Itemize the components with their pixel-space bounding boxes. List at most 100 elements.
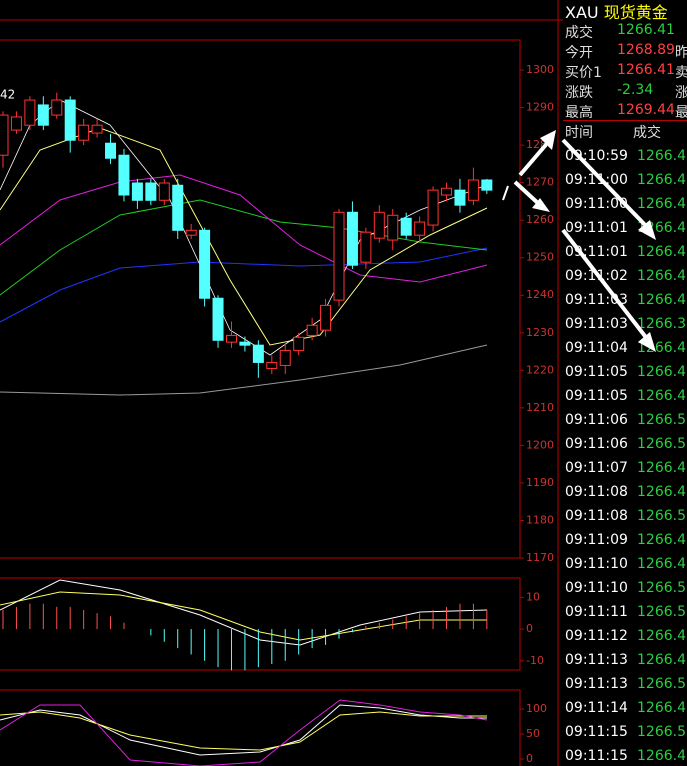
tick-price: 1266.4 [637,148,686,164]
candle-body [320,304,332,331]
tick-time: 09:11:01 [565,220,628,236]
candle-body [266,361,278,369]
quote-extra: 卖 [675,65,687,81]
candle-body [131,182,143,201]
y-tick-label: 1200 [526,438,554,451]
candle-body [279,349,291,366]
tick-price: 1266.5 [637,508,686,524]
candle-body [481,179,493,191]
tick-time: 09:11:13 [565,676,628,692]
ma-line [0,247,488,323]
tick-time: 09:11:02 [565,268,628,284]
quote-label: 涨跌 [565,85,593,101]
y-tick-label: 1290 [526,101,554,114]
quote-value: -2.34 [617,82,654,98]
candle-body [239,341,251,346]
tick-price: 1266.4 [637,196,686,212]
quote-extra: 昨 [675,45,687,61]
macd-line [0,591,487,641]
frame [0,689,521,766]
ticks-header: 时间 成交 [565,122,661,144]
candle-body [78,124,90,141]
y-tick-label: 1180 [526,513,554,526]
candle-body [360,231,372,263]
tick-time: 09:11:01 [565,244,628,260]
quote-label: 成交 [565,25,593,41]
ma-line [0,199,488,296]
tick-time: 09:11:05 [565,364,628,380]
ma-line [0,344,488,396]
tick-time: 09:11:06 [565,412,628,428]
tick-time: 09:11:10 [565,580,628,596]
candle-body [172,184,184,231]
kdj-line [0,704,487,756]
candle-body [199,229,211,299]
candle-body [158,182,170,201]
candle-body [400,217,412,236]
quote-value: 1266.41 [617,22,675,38]
candle-body [333,211,345,301]
candle-body [293,336,305,351]
tick-price: 1266.5 [637,676,686,692]
macd-line [0,579,488,646]
tick-price: 1266.5 [637,412,686,428]
tick-time: 09:11:08 [565,484,628,500]
tick-price: 1266.5 [637,724,686,740]
y-tick-label: -10 [526,654,544,667]
y-tick-label: 100 [526,702,547,715]
tick-price: 1266.4 [637,484,686,500]
symbol: XAU [565,3,599,22]
candle-body [427,189,439,226]
chart: 42 1170 1180 1190 1200 1210 1220 1230 1240 1250 1… [0,0,563,766]
y-tick-label: 10 [526,590,540,603]
col: 成交 [633,125,661,141]
candle-body [185,229,197,236]
frame [0,39,521,559]
candle-body [441,187,453,196]
quote-value: 1269.44 [617,102,675,118]
quote-label: 最高 [565,105,593,121]
tick-price: 1266.4 [637,532,686,548]
tick-time: 09:11:12 [565,628,628,644]
quote-panel: XAU 现货黄金 成交 1266.41 今开 1268.89 昨买价1 1266.41 卖涨… [563,0,687,766]
quote-extra: 最 [675,105,687,121]
tick-time: 09:11:10 [565,556,628,572]
tick-time: 09:11:11 [565,604,628,620]
candle-body [0,114,9,156]
candle-body [454,189,466,206]
tick-time: 09:11:15 [565,724,628,740]
tick-price: 1266.5 [637,580,686,596]
tick-price: 1266.4 [637,700,686,716]
tick-time: 09:11:06 [565,436,628,452]
tick-price: 1266.5 [637,436,686,452]
kdj-line [0,699,488,766]
y-tick-label: 1220 [526,363,554,376]
candle-body [225,334,237,343]
tick-time: 09:11:08 [565,508,628,524]
y-tick-label: 0 [526,622,533,635]
candle-body [346,211,358,266]
tick-price: 1266.4 [637,748,686,764]
quote-label: 买价1 [565,65,602,81]
label: 42 [0,88,15,102]
candle-body [10,116,22,131]
y-tick-label: 1240 [526,288,554,301]
candle-body [252,344,264,363]
col: 时间 [565,125,593,141]
tick-time: 09:11:04 [565,340,628,356]
tick-time: 09:11:00 [565,196,628,212]
quote-label: 今开 [565,45,593,61]
candle-body [51,99,63,116]
y-tick-label: 50 [526,727,540,740]
y-tick-label: 1190 [526,476,554,489]
tick-price: 1266.4 [637,556,686,572]
quote-value: 1266.41 [617,62,675,78]
y-tick-label: 1170 [526,551,554,564]
kdj-line [0,711,487,751]
y-tick-label: 1280 [526,138,554,151]
tick-time: 09:11:07 [565,460,628,476]
candle-body [24,99,36,126]
tick-time: 09:11:00 [565,172,628,188]
tick-price: 1266.4 [637,268,686,284]
